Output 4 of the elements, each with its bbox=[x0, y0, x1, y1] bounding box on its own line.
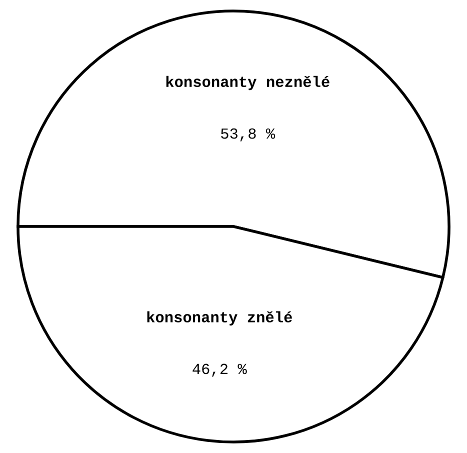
slice-label: konsonanty znělé bbox=[147, 311, 292, 326]
slice-label: konsonanty neznělé bbox=[166, 76, 330, 90]
data-label: 53,8 % bbox=[221, 128, 276, 142]
data-label: 46,2 % bbox=[192, 364, 247, 377]
